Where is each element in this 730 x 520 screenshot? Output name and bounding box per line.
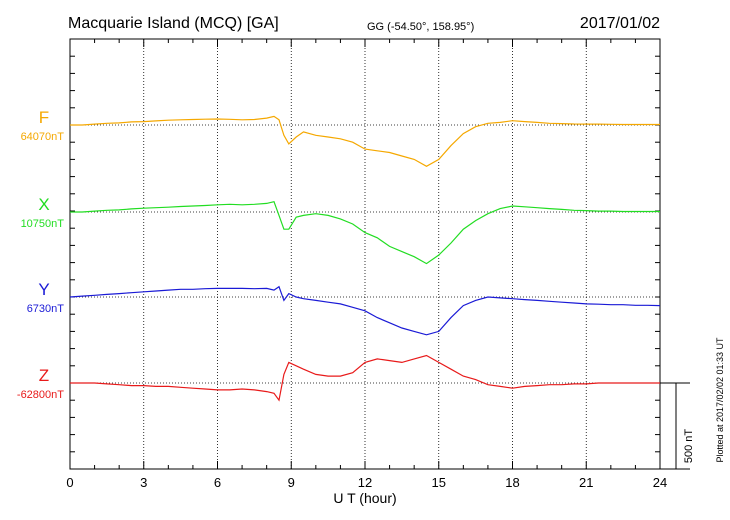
component-label-x: X (38, 195, 49, 214)
x-tick-label: 21 (579, 475, 593, 490)
x-tick-label: 12 (358, 475, 372, 490)
x-axis-label: U T (hour) (333, 490, 396, 506)
x-tick-label: 3 (140, 475, 147, 490)
series-line-f (70, 115, 660, 167)
component-label-y: Y (38, 280, 49, 299)
component-labels: F 64070nT X 10750nT Y 6730nT Z -62800nT (17, 108, 64, 401)
tick-labels: 0 3 6 9 12 15 18 21 24 (66, 475, 667, 490)
grid-lines (143, 39, 587, 469)
baseline-value-f: 64070nT (21, 131, 65, 143)
x-tick-label: 24 (653, 475, 667, 490)
series-line-y (69, 285, 661, 336)
x-tick-label: 9 (288, 475, 295, 490)
coordinates-label: GG (-54.50°, 158.95°) (367, 21, 474, 33)
scale-bar (660, 382, 690, 470)
plotted-timestamp: Plotted at 2017/02/02 01:33 UT (715, 337, 725, 463)
plot-frame (69, 38, 661, 470)
x-tick-label: 0 (66, 475, 73, 490)
baseline-value-y: 6730nT (27, 303, 65, 315)
baseline-value-z: -62800nT (17, 389, 64, 401)
component-label-f: F (39, 108, 49, 127)
series-line-z (70, 354, 660, 402)
x-tick-label: 6 (214, 475, 221, 490)
axis-ticks (69, 39, 661, 469)
data-series (69, 115, 661, 402)
baselines (70, 124, 660, 384)
x-tick-label: 15 (432, 475, 446, 490)
series-line-x (70, 200, 660, 265)
station-title: Macquarie Island (MCQ) [GA] (68, 15, 279, 32)
date-label: 2017/01/02 (580, 15, 660, 32)
baseline-value-x: 10750nT (21, 218, 65, 230)
component-label-z: Z (39, 366, 49, 385)
scale-bar-label: 500 nT (683, 429, 695, 464)
x-tick-label: 18 (505, 475, 519, 490)
